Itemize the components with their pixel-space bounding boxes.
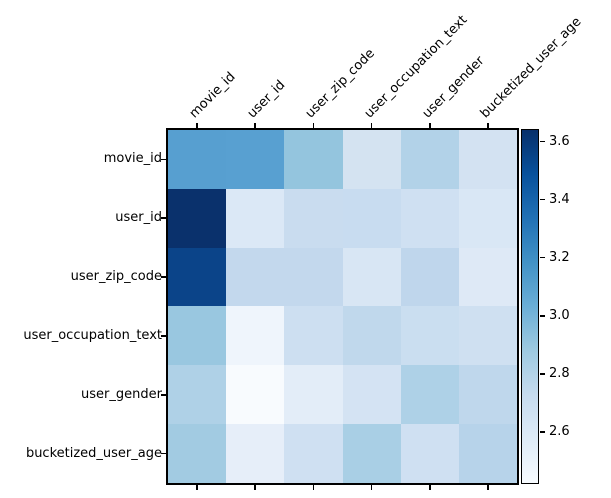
x-bottom-tick-mark bbox=[487, 485, 489, 490]
heatmap-cell bbox=[284, 306, 343, 366]
colorbar-tick-mark bbox=[540, 372, 545, 375]
heatmap-cell bbox=[458, 424, 517, 483]
heatmap-cell bbox=[168, 424, 227, 483]
heatmap-cell bbox=[168, 188, 227, 248]
x-bottom-tick-mark bbox=[428, 485, 431, 490]
colorbar-tick-label: 2.8 bbox=[549, 365, 570, 381]
x-top-tick-mark bbox=[196, 123, 198, 128]
y-tick-label: bucketized_user_age bbox=[25, 445, 162, 461]
colorbar-tick-mark bbox=[540, 256, 545, 259]
x-top-tick-mark bbox=[312, 123, 315, 128]
heatmap-cell bbox=[168, 247, 227, 307]
y-tick-label: movie_id bbox=[103, 151, 162, 167]
heatmap-cell bbox=[458, 130, 517, 189]
heatmap-cell bbox=[342, 188, 401, 248]
heatmap-cell bbox=[342, 424, 401, 483]
heatmap-cell bbox=[400, 306, 459, 366]
y-tick-mark bbox=[161, 217, 166, 220]
heatmap-cell bbox=[400, 424, 459, 483]
heatmap-cell bbox=[226, 365, 285, 425]
x-bottom-tick-mark bbox=[254, 485, 257, 490]
colorbar-tick-mark bbox=[540, 431, 545, 433]
heatmap-cell bbox=[168, 306, 227, 366]
heatmap-cell bbox=[342, 130, 401, 189]
x-tick-label: movie_id bbox=[186, 69, 239, 122]
x-top-tick-mark bbox=[487, 123, 489, 128]
heatmap-cell bbox=[226, 130, 285, 189]
y-tick-label: user_id bbox=[115, 210, 162, 226]
y-tick-mark bbox=[161, 276, 166, 278]
x-tick-label: user_id bbox=[244, 77, 289, 122]
y-tick-label: user_gender bbox=[81, 386, 162, 402]
x-top-tick-mark bbox=[370, 123, 373, 128]
heatmap-cell bbox=[342, 365, 401, 425]
y-tick-mark bbox=[161, 158, 166, 161]
heatmap-cell bbox=[458, 306, 517, 366]
heatmap-cell bbox=[168, 365, 227, 425]
heatmap-cell bbox=[226, 188, 285, 248]
x-bottom-tick-mark bbox=[312, 485, 315, 490]
heatmap-cell bbox=[400, 365, 459, 425]
x-tick-label: bucketized_user_age bbox=[477, 14, 585, 122]
heatmap-cell bbox=[226, 247, 285, 307]
heatmap-cell bbox=[226, 306, 285, 366]
x-top-tick-mark bbox=[254, 123, 257, 128]
heatmap-cell bbox=[400, 130, 459, 189]
y-tick-label: user_zip_code bbox=[70, 269, 162, 285]
x-bottom-tick-mark bbox=[196, 485, 198, 490]
colorbar-tick-label: 3.6 bbox=[549, 133, 570, 149]
colorbar bbox=[521, 129, 539, 484]
heatmap-cell bbox=[284, 365, 343, 425]
x-tick-label: user_occupation_text bbox=[361, 12, 470, 122]
colorbar-tick-label: 3.2 bbox=[549, 249, 570, 265]
y-tick-mark bbox=[161, 393, 166, 396]
colorbar-tick-label: 2.6 bbox=[549, 423, 570, 439]
heatmap-cell bbox=[458, 188, 517, 248]
heatmap-cell bbox=[400, 247, 459, 307]
heatmap-cell bbox=[400, 188, 459, 248]
y-tick-mark bbox=[161, 452, 166, 455]
colorbar-tick-label: 3.4 bbox=[549, 191, 570, 207]
heatmap-cell bbox=[168, 130, 227, 189]
y-tick-mark bbox=[161, 335, 166, 337]
heatmap-cell bbox=[458, 247, 517, 307]
heatmap-cell bbox=[342, 247, 401, 307]
heatmap-cell bbox=[284, 130, 343, 189]
heatmap-cell bbox=[284, 188, 343, 248]
colorbar-tick-mark bbox=[540, 198, 545, 201]
heatmap-cell bbox=[226, 424, 285, 483]
x-bottom-tick-mark bbox=[370, 485, 373, 490]
colorbar-tick-mark bbox=[540, 140, 545, 143]
colorbar-tick-mark bbox=[540, 314, 545, 317]
colorbar-gradient bbox=[522, 130, 538, 483]
heatmap-cell bbox=[284, 247, 343, 307]
heatmap-cell bbox=[342, 306, 401, 366]
colorbar-tick-label: 3.0 bbox=[549, 307, 570, 323]
x-top-tick-mark bbox=[428, 123, 431, 128]
y-tick-label: user_occupation_text bbox=[23, 327, 162, 343]
heatmap-cell bbox=[284, 424, 343, 483]
heatmap-cell bbox=[458, 365, 517, 425]
heatmap-matrix bbox=[166, 128, 519, 485]
